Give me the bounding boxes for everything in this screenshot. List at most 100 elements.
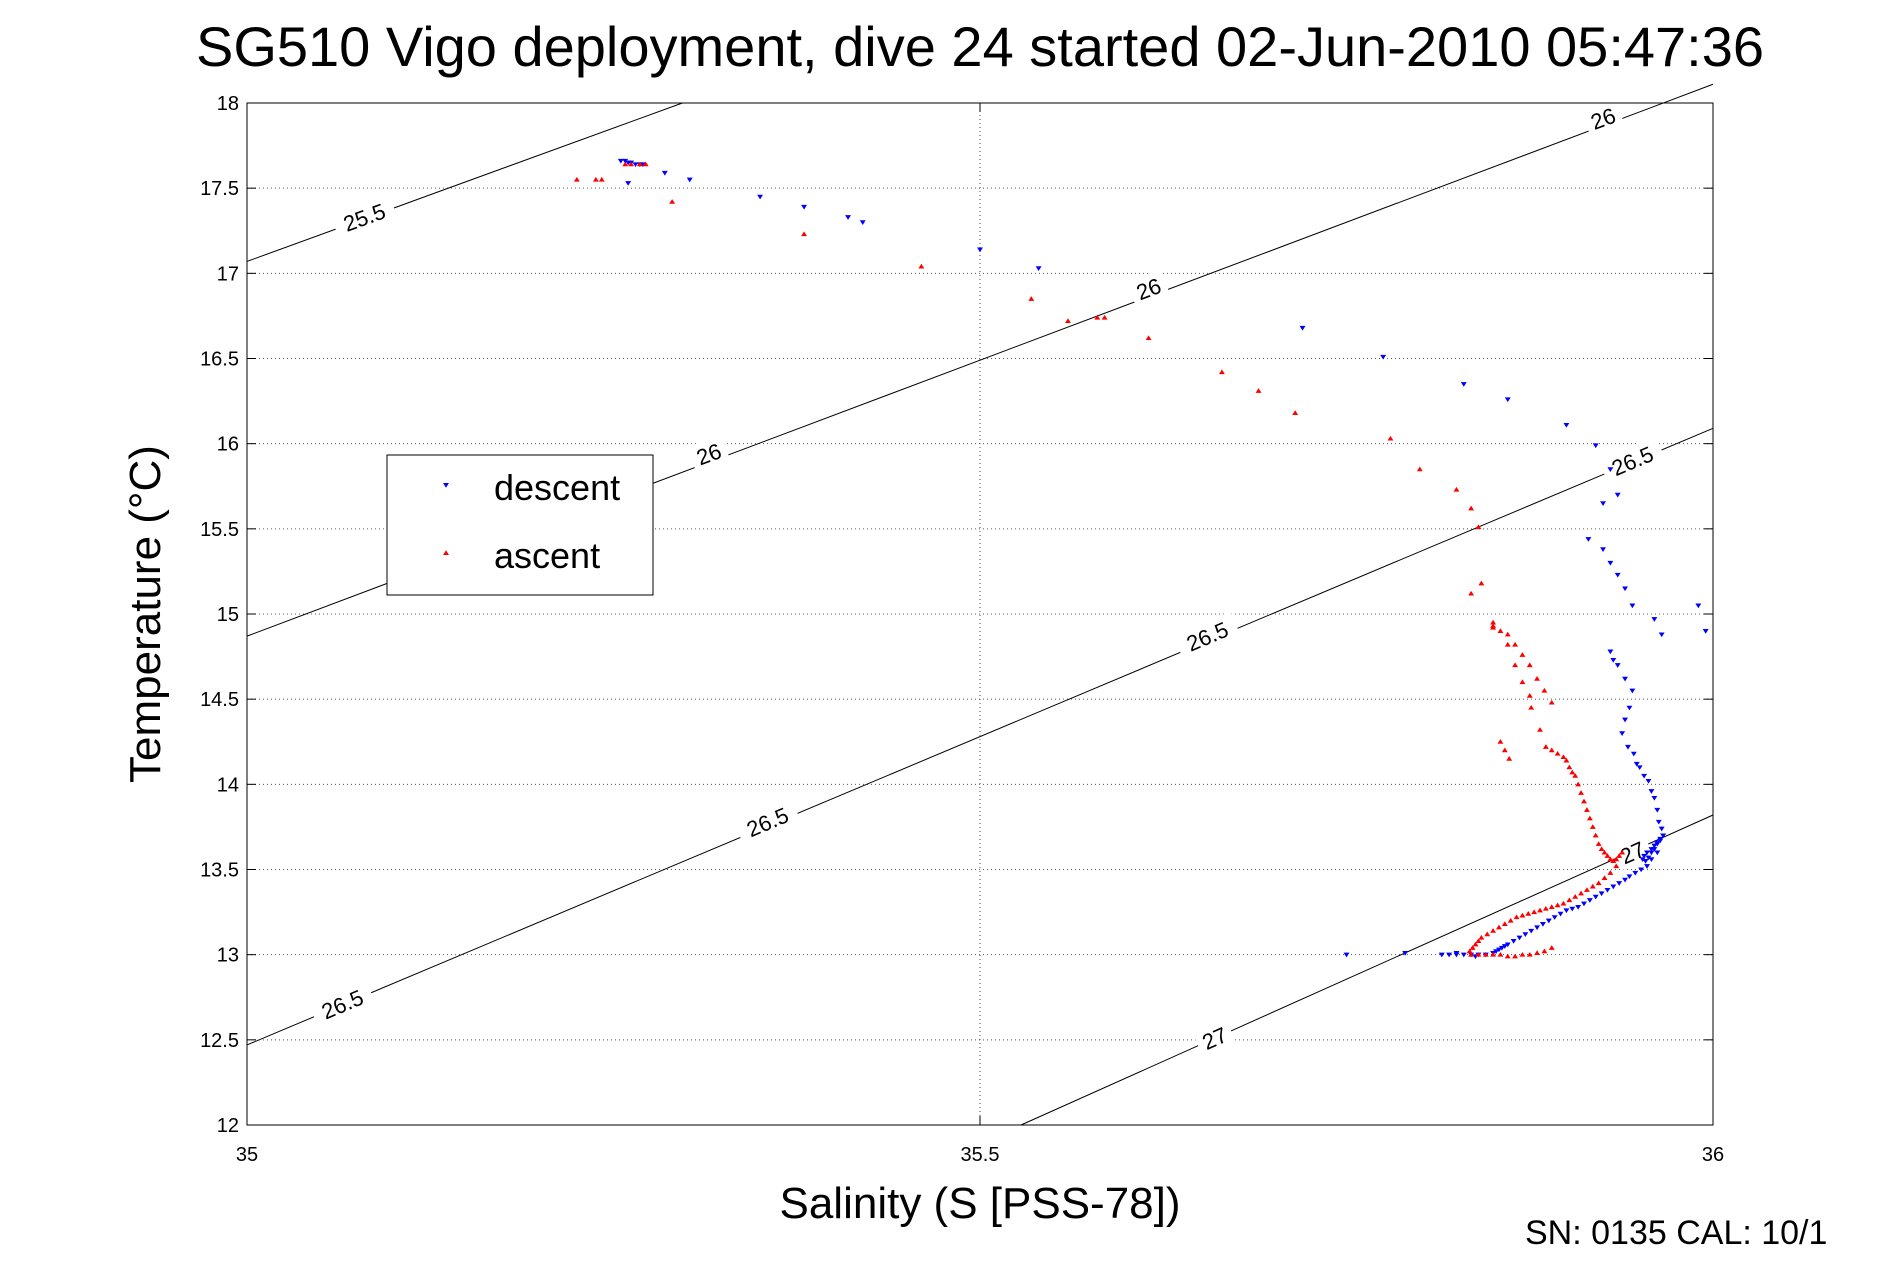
y-tick-label: 16 [217, 434, 239, 456]
ascent-point [1563, 757, 1570, 763]
ascent-point [1589, 883, 1596, 889]
contour-label-bg [1598, 435, 1666, 484]
descent-point [661, 170, 668, 176]
ascent-point [1578, 790, 1585, 795]
contour-label-bg [1126, 269, 1170, 307]
descent-point [1654, 807, 1661, 813]
ascent-point [1589, 824, 1596, 829]
contour-label-bg [687, 434, 730, 472]
descent-point [1660, 833, 1667, 839]
ascent-point [1065, 318, 1071, 324]
ascent-point [1484, 931, 1491, 937]
descent-point [1622, 676, 1628, 682]
ascent-point [1507, 917, 1514, 923]
ascent-point [1475, 524, 1482, 530]
ascent-point [1541, 687, 1548, 693]
ascent-point [1468, 951, 1475, 957]
ascent-point [1469, 945, 1476, 950]
ascent-point [1607, 856, 1614, 862]
contour-label-bg [1173, 611, 1241, 660]
descent-series [617, 158, 1709, 960]
ascent-series [573, 161, 1626, 959]
descent-point [1614, 492, 1621, 498]
ascent-point [1607, 870, 1614, 875]
legend-label-descent: descent [494, 467, 620, 508]
grid-lines [247, 103, 1713, 1125]
legend-marker-descent [443, 483, 449, 488]
ascent-point [1560, 900, 1567, 906]
descent-point [1585, 537, 1592, 542]
legend-box [386, 454, 654, 596]
x-tick-label: 35.5 [961, 1144, 1000, 1166]
contour-label-bg [1610, 832, 1654, 871]
y-axis-ticks: 12 12.5 13 13.5 14 14.5 15 15.5 16 16.5 17 17.5 18 [200, 93, 1713, 1137]
ascent-point [1519, 912, 1526, 918]
ascent-point [1468, 590, 1475, 596]
density-contour-line [246, 102, 683, 262]
descent-point [1651, 843, 1658, 849]
density-contour-line [1020, 814, 1714, 1126]
descent-point [1644, 850, 1650, 856]
y-tick-label: 12 [217, 1115, 239, 1137]
descent-point [1641, 853, 1648, 859]
ascent-point [1554, 902, 1561, 908]
ascent-point [1255, 388, 1262, 393]
descent-point [1630, 751, 1637, 757]
ascent-point [1501, 747, 1508, 753]
descent-point [1522, 932, 1529, 937]
descent-point [1510, 939, 1517, 944]
y-tick-label: 15 [217, 604, 239, 626]
ascent-point [1519, 679, 1526, 685]
y-tick-label: 12.5 [200, 1030, 239, 1052]
ascent-point [1497, 951, 1504, 957]
ascent-point [1472, 941, 1479, 947]
descent-point [1563, 422, 1570, 428]
ascent-point [1548, 904, 1555, 909]
ascent-point [1572, 773, 1579, 778]
chart-title: SG510 Vigo deployment, dive 24 started 0… [196, 15, 1764, 78]
ascent-point [1506, 756, 1513, 761]
descent-point [1622, 877, 1628, 883]
ascent-point [1512, 662, 1519, 668]
ascent-point [1478, 580, 1485, 586]
ascent-point [1475, 951, 1482, 957]
descent-point [1607, 560, 1614, 566]
descent-point [1557, 911, 1564, 917]
ascent-point [1504, 953, 1511, 959]
ascent-point [1490, 623, 1497, 628]
ascent-point [1525, 911, 1532, 916]
descent-point [1581, 901, 1587, 907]
ascent-point [1453, 486, 1460, 492]
ascent-point [1575, 781, 1582, 787]
ascent-point [1601, 849, 1608, 855]
ascent-point [1619, 849, 1626, 855]
ascent-point [1534, 676, 1541, 681]
descent-point [1636, 765, 1643, 771]
ascent-point [1566, 897, 1573, 903]
calibration-footer: SN: 0135 CAL: 10/1 [1525, 1214, 1827, 1252]
ascent-point [1542, 744, 1549, 749]
ascent-point [1598, 846, 1605, 852]
descent-point [977, 247, 983, 253]
descent-point [1648, 857, 1655, 863]
descent-point [1622, 717, 1628, 723]
ascent-point [1504, 631, 1511, 637]
descent-point [1626, 874, 1633, 880]
ascent-point [1526, 662, 1533, 668]
ascent-point [1512, 953, 1519, 959]
ascent-point [1572, 894, 1579, 899]
ascent-point [1101, 314, 1108, 320]
descent-point [625, 181, 632, 186]
descent-point [1563, 908, 1570, 914]
ascent-point [1528, 704, 1535, 710]
ascent-point [1475, 938, 1482, 944]
ascent-point [1490, 619, 1497, 625]
descent-point [1504, 397, 1511, 403]
ascent-point [918, 263, 925, 269]
descent-point [1453, 952, 1460, 958]
ascent-point [1578, 890, 1585, 896]
ascent-point [1501, 921, 1508, 926]
descent-point [1402, 950, 1409, 956]
